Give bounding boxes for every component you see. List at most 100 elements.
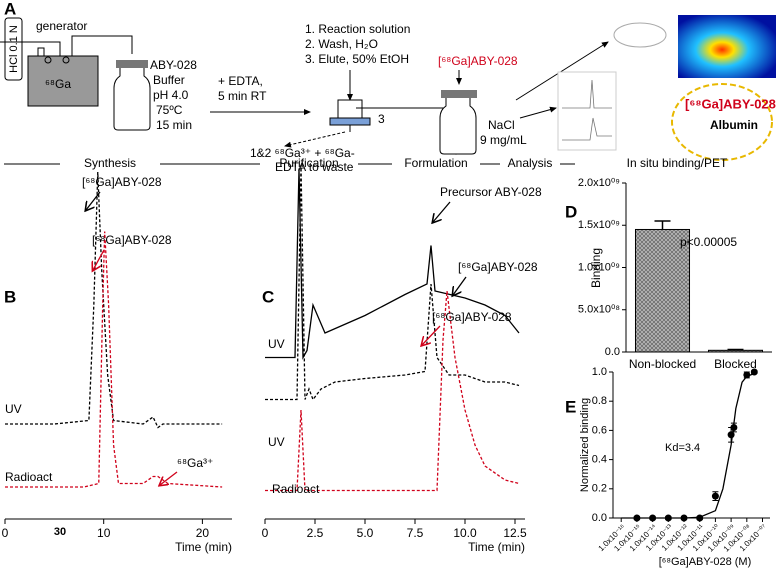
trace [265, 290, 520, 492]
annotation: Kd=3.4 [665, 442, 700, 454]
albumin-zoom [671, 83, 773, 161]
y-tick-label: 0.8 [592, 395, 607, 407]
point [711, 492, 719, 500]
x-tick-label: 0 [262, 526, 269, 540]
cartridge [337, 99, 363, 119]
panel-label: B [4, 287, 16, 306]
trace-label: UV [5, 402, 22, 416]
point [696, 514, 704, 522]
x-tick-label: Non-blocked [629, 357, 696, 371]
stage: In situ binding/PET [627, 156, 728, 170]
trace [265, 168, 520, 360]
y-tick-label: 5.0x10⁰⁸ [578, 304, 620, 316]
peak-label: [⁶⁸Ga]ABY-028 [432, 310, 512, 324]
y-tick-label: 0.6 [592, 424, 607, 436]
peak-arrow [86, 191, 101, 210]
acid-tube [4, 17, 23, 81]
peak-arrow [453, 276, 467, 295]
error-bar [654, 220, 671, 230]
error-bar [727, 348, 744, 351]
trace [265, 164, 520, 401]
generator [27, 55, 99, 107]
trace [5, 231, 223, 488]
peak-arrow [93, 249, 105, 270]
x-tick-label: 2.5 [307, 526, 324, 540]
x-axis-label: Time (min) [175, 540, 232, 554]
trace [5, 171, 223, 429]
chromatogram-inset [557, 71, 617, 151]
point [730, 423, 738, 431]
point [649, 514, 657, 522]
panel-label: A [4, 0, 16, 18]
y-axis-label: Binding [589, 248, 603, 288]
panel-label: D [565, 202, 577, 221]
panel-label: C [262, 287, 274, 306]
trace-label: Radioact [272, 482, 320, 496]
annotation: p<0.00005 [680, 235, 737, 249]
vial-text: 15 min [156, 118, 192, 132]
point [727, 431, 735, 439]
peak-arrow [422, 325, 441, 345]
reagent: HCl 0.1 N [8, 25, 20, 73]
y-tick-label: 2.0x10⁰⁹ [578, 177, 620, 189]
edta: + EDTA, [218, 74, 263, 88]
edta: 5 min RT [218, 89, 267, 103]
vial-text: Buffer [153, 73, 185, 87]
trace-label: UV [268, 337, 285, 351]
vial [113, 68, 151, 131]
stage: Purification [279, 156, 338, 170]
waste: EDTA to waste [275, 160, 354, 174]
peak-arrow [160, 471, 178, 485]
y-tick-label: 0.4 [592, 454, 607, 466]
saline: 9 mg/mL [480, 133, 527, 147]
vial [439, 98, 477, 155]
y-tick-label: 1.0x10⁰⁹ [578, 261, 620, 273]
pet-label: [⁶⁸Ga]ABY-028 [685, 96, 776, 111]
peak-label: [⁶⁸Ga]ABY-028 [92, 233, 172, 247]
y-tick-label: 1.0 [592, 366, 607, 378]
x-tick-label: 20 [196, 526, 210, 540]
vial-text: ABY-028 [150, 58, 197, 72]
x-tick-label: 7.5 [407, 526, 424, 540]
fit-curve [621, 372, 755, 519]
waste: 1&2 ⁶⁸Ga³⁺ + ⁶⁸Ga- [250, 146, 355, 160]
step-number: 3 [378, 112, 385, 126]
step: 3. Elute, 50% EtOH [305, 52, 409, 66]
stage: Analysis [508, 156, 553, 170]
trace-label: UV [268, 435, 285, 449]
x-axis-label: [⁶⁸Ga]ABY-028 (M) [659, 556, 752, 568]
mouse [613, 22, 667, 48]
peak-arrow [433, 201, 451, 222]
x-tick-label: 10 [97, 526, 111, 540]
bar [634, 228, 691, 353]
point [633, 514, 641, 522]
extra-label: 30 [54, 526, 66, 538]
point [743, 371, 751, 379]
x-tick-label: Blocked [714, 357, 757, 371]
point [750, 368, 758, 376]
saline: NaCl [488, 118, 515, 132]
y-tick-label: 0.0 [592, 512, 607, 524]
step: 1. Reaction solution [305, 22, 410, 36]
step: 2. Wash, H₂O [305, 37, 378, 51]
peak-label: Precursor ABY-028 [440, 185, 542, 199]
albumin: Albumin [710, 118, 758, 132]
scheme: A HCl 0.1 N generator ⁶⁸Ga ABY-028 Buffe… [0, 0, 776, 174]
y-axis-label: Normalized binding [579, 398, 591, 492]
pet-image [678, 15, 776, 78]
y-tick-label: 0.0 [605, 346, 620, 358]
vial-text: pH 4.0 [153, 88, 189, 102]
peak-label: ⁶⁸Ga³⁺ [177, 456, 213, 470]
peak-label: [⁶⁸Ga]ABY-028 [82, 175, 162, 189]
product: [⁶⁸Ga]ABY-028 [438, 54, 518, 68]
point [680, 514, 688, 522]
x-tick-label: 0 [2, 526, 9, 540]
vial-text: 75ºC [156, 103, 183, 117]
bar [707, 349, 764, 353]
tubing [0, 35, 133, 56]
vial-cap [116, 60, 148, 68]
point [664, 514, 672, 522]
panel-label: E [565, 397, 576, 416]
x-axis-label: Time (min) [468, 540, 525, 554]
